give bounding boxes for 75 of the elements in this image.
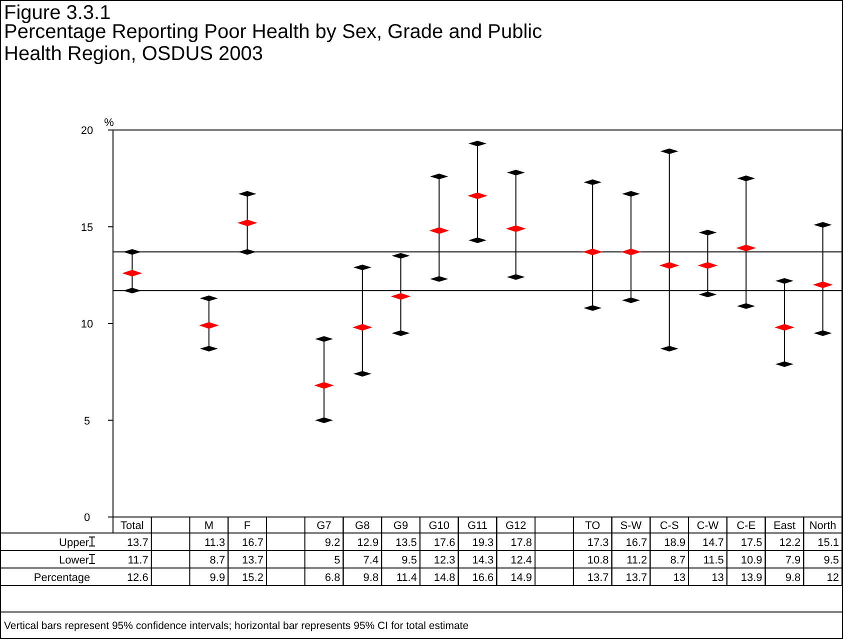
data-label: 14.9 bbox=[510, 572, 532, 584]
x-tick-label: Total bbox=[120, 520, 144, 532]
data-label: 13 bbox=[673, 572, 686, 584]
data-label: 13.7 bbox=[626, 572, 648, 584]
x-tick-label: G11 bbox=[468, 520, 488, 532]
data-label: 9.8 bbox=[785, 572, 801, 584]
data-label: 12.9 bbox=[357, 537, 379, 549]
data-label: 11.5 bbox=[703, 554, 724, 566]
data-label: 9.5 bbox=[824, 554, 839, 566]
y-tick-label: 5 bbox=[84, 415, 90, 428]
data-label: 7.4 bbox=[363, 554, 379, 566]
legend-label: Lower bbox=[59, 554, 90, 566]
data-label: 19.3 bbox=[472, 537, 494, 549]
y-axis-title: % bbox=[104, 117, 114, 129]
data-label: 12.6 bbox=[126, 572, 148, 584]
x-tick-label: North bbox=[809, 520, 836, 532]
data-label: 9.5 bbox=[402, 554, 417, 566]
data-label: 13.5 bbox=[396, 537, 417, 549]
text: Percentage bbox=[34, 572, 90, 584]
data-label: 14.7 bbox=[702, 537, 724, 549]
data-label: 5 bbox=[334, 554, 340, 566]
data-label: 11.7 bbox=[128, 554, 148, 566]
x-tick-label: East bbox=[773, 520, 796, 532]
x-tick-label: S-W bbox=[620, 520, 642, 532]
x-tick-label: TO bbox=[585, 520, 601, 532]
data-label: 15.1 bbox=[818, 537, 839, 549]
data-label: 11.3 bbox=[204, 537, 226, 549]
legend-label: Upper bbox=[59, 537, 90, 549]
y-tick-label: 20 bbox=[80, 125, 94, 137]
data-label: 16.6 bbox=[472, 572, 494, 584]
data-label: 16.7 bbox=[626, 537, 648, 549]
data-label: 17.3 bbox=[587, 537, 609, 549]
x-tick-label: G8 bbox=[355, 520, 370, 532]
data-label: 13.9 bbox=[740, 572, 762, 584]
data-label: 12.3 bbox=[434, 554, 456, 566]
chart-title: Figure 3.3.1 bbox=[4, 2, 111, 24]
data-label: 13.7 bbox=[242, 554, 264, 566]
data-label: 17.6 bbox=[434, 537, 456, 549]
data-label: 11.4 bbox=[396, 572, 417, 584]
x-tick-label: G7 bbox=[316, 520, 332, 532]
x-tick-label: G12 bbox=[505, 520, 526, 532]
x-tick-label: C-S bbox=[660, 520, 679, 532]
data-label: 10.9 bbox=[740, 554, 762, 566]
data-label: 17.8 bbox=[510, 537, 532, 549]
data-label: 8.7 bbox=[670, 554, 686, 566]
data-label: 14.3 bbox=[472, 554, 494, 566]
text: Vertical bars represent 95% confidence intervals; horizontal bar represents 95% CI for total estimate bbox=[4, 620, 469, 632]
x-tick-label: C-W bbox=[696, 520, 720, 532]
data-label: 12.2 bbox=[779, 537, 801, 549]
data-label: 7.9 bbox=[785, 554, 801, 566]
data-label: 12.4 bbox=[510, 554, 532, 566]
x-tick-label: M bbox=[204, 520, 214, 532]
data-label: 9.2 bbox=[324, 537, 340, 549]
x-tick-label: F bbox=[244, 520, 251, 532]
data-label: 10.8 bbox=[587, 554, 609, 566]
data-label: 11.2 bbox=[626, 554, 648, 566]
data-label: 15.2 bbox=[242, 572, 264, 584]
data-label: 17.5 bbox=[740, 537, 762, 549]
data-label: 8.7 bbox=[210, 554, 226, 566]
x-tick-label: G10 bbox=[428, 520, 450, 532]
data-label: 18.9 bbox=[664, 537, 686, 549]
data-label: 12 bbox=[826, 572, 839, 584]
y-tick-label: 0 bbox=[84, 512, 90, 524]
data-label: 13.7 bbox=[587, 572, 609, 584]
x-tick-label: C-E bbox=[736, 520, 756, 532]
y-tick-label: 10 bbox=[80, 318, 94, 330]
data-label: 13.7 bbox=[126, 537, 148, 549]
data-label: 6.8 bbox=[324, 572, 340, 584]
y-tick-label: 15 bbox=[80, 222, 94, 234]
data-label: 9.9 bbox=[210, 572, 226, 584]
data-label: 9.8 bbox=[363, 572, 379, 584]
x-tick-label: G9 bbox=[393, 520, 408, 532]
data-label: 16.7 bbox=[242, 537, 264, 549]
data-label: 13 bbox=[712, 572, 724, 584]
data-label: 14.8 bbox=[434, 572, 456, 584]
